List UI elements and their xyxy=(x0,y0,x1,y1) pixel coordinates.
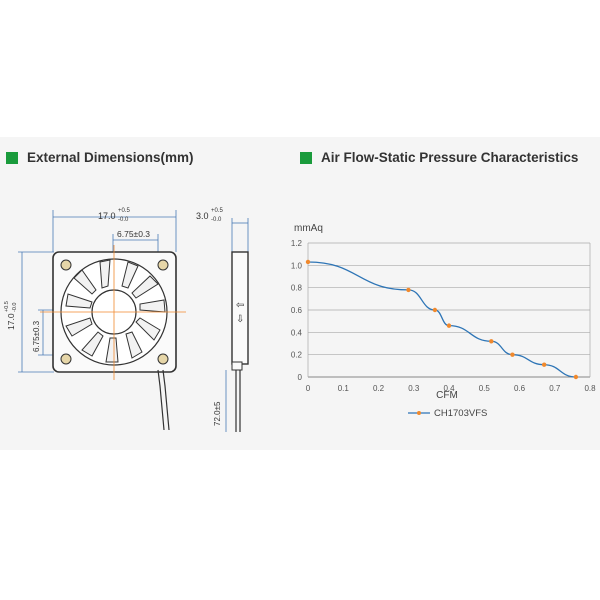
y-axis-title: mmAq xyxy=(294,223,323,234)
data-point xyxy=(573,374,579,380)
y-tick-labels: 0 0.2 0.4 0.6 0.8 1.0 1.2 xyxy=(291,239,303,382)
x-tick-label: 0 xyxy=(306,384,311,393)
data-point xyxy=(446,323,452,328)
dimensions-heading: External Dimensions(mm) xyxy=(6,150,194,165)
width-tol-minus: -0.0 xyxy=(118,217,129,223)
y-tick-label: 0.6 xyxy=(291,306,303,315)
thickness-tol-plus: +0.5 xyxy=(211,208,224,214)
characteristics-heading: Air Flow-Static Pressure Characteristics xyxy=(300,150,578,165)
x-tick-labels: 0 0.1 0.2 0.3 0.4 0.5 0.6 0.7 0.8 xyxy=(306,384,596,393)
width-tol-plus: +0.5 xyxy=(118,208,131,214)
y-tick-label: 1.0 xyxy=(291,261,303,270)
x-tick-label: 0.6 xyxy=(514,384,526,393)
data-point xyxy=(406,287,411,293)
x-tick-label: 0.2 xyxy=(373,384,385,393)
data-point xyxy=(541,362,547,367)
thickness-tol-minus: -0.0 xyxy=(211,217,222,223)
x-tick-label: 0.7 xyxy=(549,384,561,393)
y-tick-label: 0 xyxy=(298,373,303,382)
hole-spacing-v-label: 6.75±0.3 xyxy=(32,320,41,352)
lead-length-label: 72.0±5 xyxy=(213,401,222,426)
x-tick-label: 0.1 xyxy=(338,384,350,393)
data-point xyxy=(432,307,438,313)
y-tick-label: 0.4 xyxy=(291,328,303,337)
series-line xyxy=(307,261,576,378)
x-tick-label: 0.5 xyxy=(479,384,491,393)
rotation-arrow-icon: ⇩ xyxy=(236,314,244,325)
y-tick-label: 1.2 xyxy=(291,239,303,248)
x-tick-label: 0.8 xyxy=(584,384,596,393)
height-tol-plus: +0.5 xyxy=(4,301,10,312)
width-dimension xyxy=(52,210,177,252)
data-point xyxy=(489,339,494,344)
green-square-icon xyxy=(300,151,312,164)
characteristics-heading-text: Air Flow-Static Pressure Characteristics xyxy=(321,150,579,165)
legend-label: CH1703VFS xyxy=(434,408,487,419)
x-tick-label: 0.3 xyxy=(408,384,420,393)
fan-side-view: ⇦ ⇩ xyxy=(231,251,249,432)
x-tick-label: 0.4 xyxy=(443,384,455,393)
dimension-drawings: 17.0 +0.5 -0.0 6.75±0.3 17.0 +0.5 -0.0 6… xyxy=(4,208,249,432)
fan-front-view xyxy=(40,245,186,431)
height-tol-minus: -0.0 xyxy=(12,303,18,312)
height-main-label: 17.0 xyxy=(6,313,16,330)
x-axis-title: CFM xyxy=(436,390,458,401)
green-square-icon xyxy=(6,151,18,164)
grid-lines xyxy=(307,242,591,378)
series-group xyxy=(305,259,579,380)
legend-marker xyxy=(417,411,421,415)
hole-spacing-h-label: 6.75±0.3 xyxy=(117,229,150,239)
airflow-arrow-icon: ⇦ xyxy=(236,300,244,311)
legend: CH1703VFS xyxy=(408,408,487,419)
width-main-label: 17.0 xyxy=(98,211,116,221)
data-point xyxy=(305,259,311,265)
airflow-pressure-chart: mmAq 0 0.2 0.4 0.6 0.8 1.0 1.2 0 0.1 0.2 0.3 0.4 0.… xyxy=(291,223,596,419)
dimensions-heading-text: External Dimensions(mm) xyxy=(27,150,194,165)
y-tick-label: 0.2 xyxy=(291,351,303,360)
height-dimension xyxy=(18,251,54,373)
y-tick-label: 0.8 xyxy=(291,284,303,293)
data-point xyxy=(510,352,515,357)
thickness-dimension xyxy=(231,218,249,252)
thickness-main-label: 3.0 xyxy=(196,211,209,221)
